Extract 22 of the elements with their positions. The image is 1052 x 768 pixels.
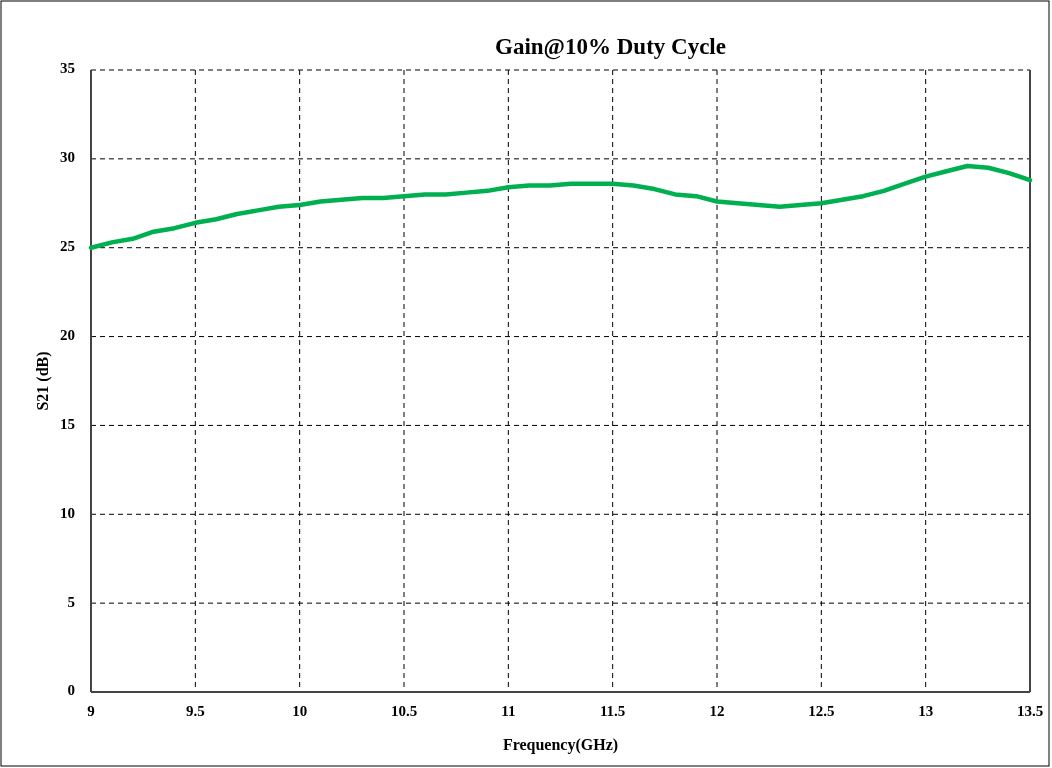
x-tick-label: 11 [501, 703, 516, 719]
y-tick-label: 0 [67, 682, 75, 699]
x-axis-title: Frequency(GHz) [502, 736, 619, 754]
x-tick-label: 12 [709, 703, 725, 719]
y-tick-label: 15 [60, 415, 75, 432]
y-tick-label: 25 [60, 238, 75, 255]
x-tick-label: 13.5 [1016, 703, 1044, 719]
x-tick-label: 10.5 [390, 703, 418, 719]
y-tick-label: 35 [60, 60, 75, 77]
x-tick-label: 9 [87, 703, 95, 719]
x-tick-label: 13 [918, 703, 934, 719]
line-series [88, 163, 1033, 250]
y-tick-label: 10 [60, 504, 75, 521]
x-tick-label: 11.5 [599, 703, 626, 719]
y-tick-label: 30 [60, 149, 75, 166]
y-tick-label: 5 [67, 593, 75, 610]
x-tick-label: 10 [292, 703, 308, 719]
x-tick-label: 12.5 [808, 703, 835, 719]
chart-title: Gain@10% Duty Cycle [495, 34, 726, 60]
y-tick-label: 20 [60, 327, 75, 344]
x-tick-label: 9.5 [185, 703, 205, 719]
y-axis-title: S21 (dB) [34, 351, 52, 411]
